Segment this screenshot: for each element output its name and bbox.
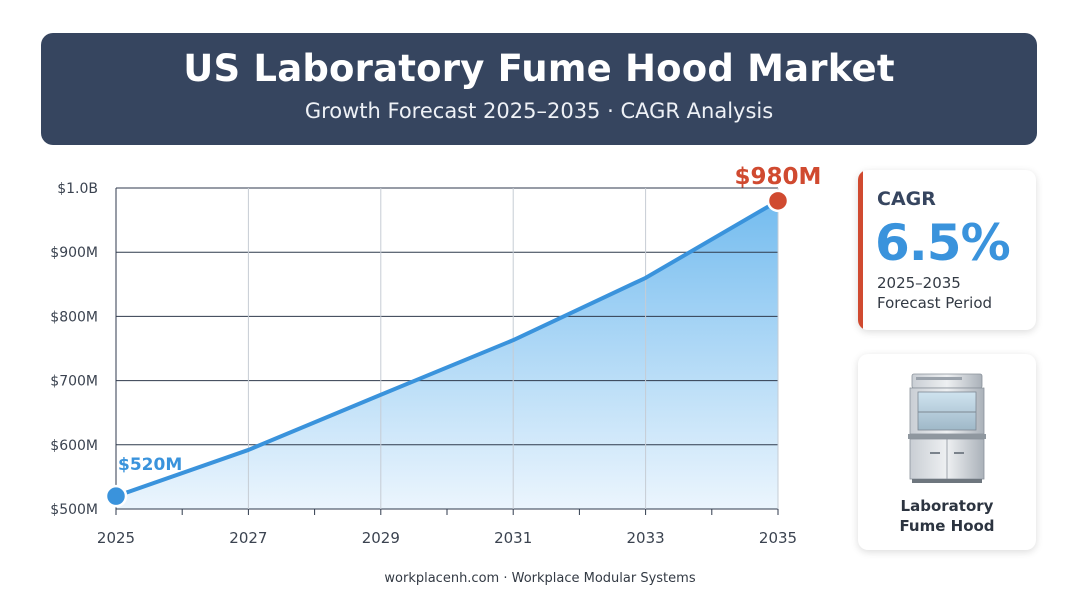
x-tick-label: 2033	[627, 529, 665, 547]
x-tick-label: 2029	[362, 529, 400, 547]
start-point-marker	[104, 484, 128, 508]
product-caption: Laboratory Fume Hood	[858, 496, 1036, 536]
end-value-label: $980M	[735, 164, 822, 190]
y-tick-label: $800M	[50, 309, 98, 325]
y-tick-label: $700M	[50, 374, 98, 390]
y-tick-label: $600M	[50, 438, 98, 454]
market-area-chart: $500M $600M $700M $800M $900M $1.0B 2025 2027 20…	[50, 164, 822, 547]
x-tick-label: 2031	[494, 529, 532, 547]
product-caption-line2: Fume Hood	[899, 517, 995, 535]
x-tick-label: 2035	[759, 529, 797, 547]
end-point-marker	[766, 189, 790, 213]
y-tick-label: $500M	[50, 502, 98, 518]
area-fill	[116, 200, 778, 509]
series-line	[114, 198, 780, 499]
product-caption-line1: Laboratory	[900, 497, 994, 515]
header-banner: US Laboratory Fume Hood Market Growth Fo…	[41, 33, 1037, 145]
footer-credit: workplacenh.com · Workplace Modular Syst…	[384, 571, 696, 586]
fume-hood-icon	[908, 373, 986, 483]
x-tick-label: 2027	[229, 529, 267, 547]
cagr-period-label: Forecast Period	[877, 294, 993, 312]
cagr-accent-bar	[858, 170, 863, 330]
cagr-label: CAGR	[877, 188, 936, 210]
cagr-card: CAGR 6.5% 2025–2035 Forecast Period	[858, 170, 1036, 330]
y-tick-label: $900M	[50, 245, 98, 261]
cagr-period-years: 2025–2035	[877, 274, 961, 292]
y-tick-label: $1.0B	[57, 181, 98, 197]
page-title: US Laboratory Fume Hood Market	[183, 47, 895, 90]
product-card: Laboratory Fume Hood	[858, 354, 1036, 550]
start-value-label: $520M	[118, 455, 182, 475]
cagr-value: 6.5%	[875, 214, 1011, 272]
page-subtitle: Growth Forecast 2025–2035 · CAGR Analysi…	[304, 99, 774, 123]
x-tick-label: 2025	[97, 529, 135, 547]
